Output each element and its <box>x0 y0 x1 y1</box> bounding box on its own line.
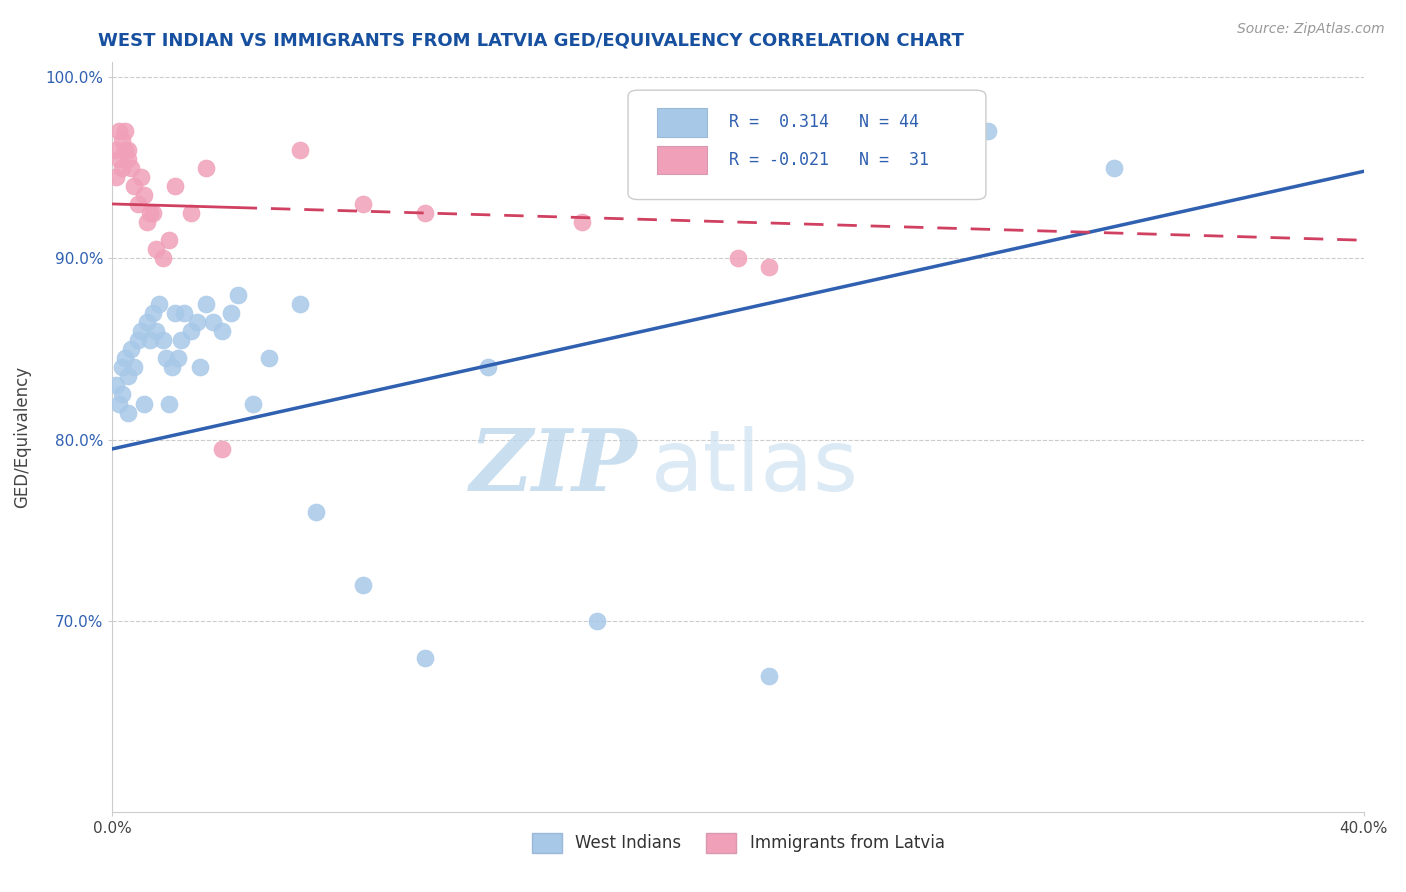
Point <box>124 360 146 375</box>
Point <box>160 360 183 375</box>
Point <box>477 360 499 375</box>
Point <box>114 143 136 157</box>
Point <box>104 169 127 184</box>
Point <box>290 143 312 157</box>
Point <box>415 650 437 665</box>
Point <box>139 206 162 220</box>
Point <box>188 360 211 375</box>
Point <box>117 369 139 384</box>
Point <box>127 333 149 347</box>
FancyBboxPatch shape <box>657 108 707 136</box>
Point <box>305 505 328 519</box>
Legend: West Indians, Immigrants from Latvia: West Indians, Immigrants from Latvia <box>524 826 952 860</box>
Y-axis label: GED/Equivalency: GED/Equivalency <box>14 366 31 508</box>
Point <box>114 351 136 366</box>
Text: Source: ZipAtlas.com: Source: ZipAtlas.com <box>1237 22 1385 37</box>
Point <box>727 252 749 266</box>
Point <box>111 161 134 175</box>
Point <box>226 287 249 301</box>
Point <box>186 315 208 329</box>
Point <box>211 324 233 338</box>
Point <box>211 442 233 456</box>
Point <box>758 260 780 275</box>
Point <box>111 133 134 147</box>
Point <box>117 152 139 166</box>
Point <box>104 143 127 157</box>
Point <box>152 252 174 266</box>
Point <box>129 324 152 338</box>
Point <box>127 197 149 211</box>
Point <box>1102 161 1125 175</box>
Point <box>586 614 609 628</box>
Point <box>180 206 202 220</box>
Point <box>145 242 167 256</box>
Point <box>152 333 174 347</box>
Point <box>195 161 218 175</box>
Point <box>173 306 195 320</box>
Point <box>120 342 142 356</box>
Point <box>142 206 165 220</box>
Point <box>180 324 202 338</box>
Point <box>117 406 139 420</box>
Point <box>135 315 157 329</box>
Point <box>257 351 280 366</box>
Point <box>111 387 134 401</box>
Point <box>201 315 224 329</box>
Point <box>571 215 593 229</box>
Point <box>132 187 155 202</box>
Point <box>107 124 129 138</box>
Text: R = -0.021   N =  31: R = -0.021 N = 31 <box>730 151 929 169</box>
Text: ZIP: ZIP <box>470 425 638 508</box>
Point <box>139 333 162 347</box>
Point <box>167 351 190 366</box>
Point <box>242 396 264 410</box>
Point <box>157 396 180 410</box>
Point <box>221 306 243 320</box>
Point <box>135 215 157 229</box>
Text: WEST INDIAN VS IMMIGRANTS FROM LATVIA GED/EQUIVALENCY CORRELATION CHART: WEST INDIAN VS IMMIGRANTS FROM LATVIA GE… <box>98 31 965 49</box>
Point <box>114 124 136 138</box>
Point <box>117 143 139 157</box>
Point <box>124 178 146 193</box>
Text: R =  0.314   N = 44: R = 0.314 N = 44 <box>730 113 920 131</box>
Point <box>145 324 167 338</box>
Text: atlas: atlas <box>651 425 859 508</box>
Point <box>155 351 177 366</box>
Point <box>758 668 780 682</box>
Point <box>170 333 193 347</box>
Point <box>104 378 127 392</box>
Point <box>290 297 312 311</box>
Point <box>415 206 437 220</box>
Point <box>352 578 374 592</box>
Point <box>163 306 186 320</box>
FancyBboxPatch shape <box>628 90 986 200</box>
Point <box>157 233 180 247</box>
Point <box>129 169 152 184</box>
FancyBboxPatch shape <box>657 145 707 174</box>
Point <box>132 396 155 410</box>
Point <box>142 306 165 320</box>
Point <box>107 396 129 410</box>
Point <box>352 197 374 211</box>
Point <box>163 178 186 193</box>
Point <box>148 297 170 311</box>
Point <box>977 124 1000 138</box>
Point <box>111 360 134 375</box>
Point <box>120 161 142 175</box>
Point <box>107 152 129 166</box>
Point <box>195 297 218 311</box>
